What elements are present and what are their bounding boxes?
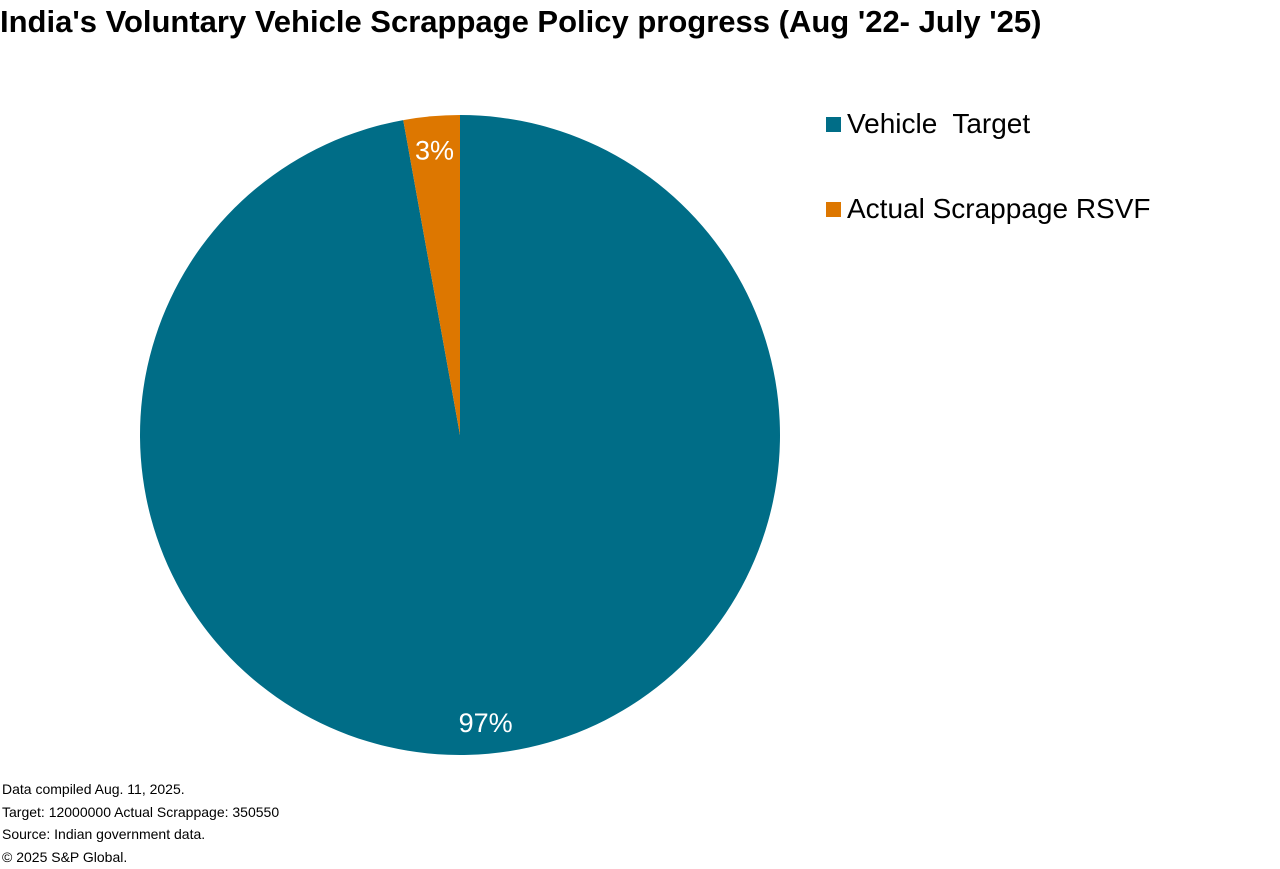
legend-item-actual-scrappage: Actual Scrappage RSVF <box>826 193 1151 225</box>
legend-item-vehicle-target: Vehicle Target <box>826 108 1030 140</box>
pie-slice-1 <box>403 115 460 435</box>
pie-slice-0 <box>140 115 780 756</box>
chart-title: India's Voluntary Vehicle Scrappage Poli… <box>0 4 1042 39</box>
footer-notes: Data compiled Aug. 11, 2025. Target: 120… <box>2 778 279 868</box>
legend-swatch <box>826 116 841 132</box>
data-label-0: 97% <box>459 708 513 738</box>
legend-swatch <box>826 201 841 217</box>
footer-values: Target: 12000000 Actual Scrappage: 35055… <box>2 803 280 820</box>
legend-label: Vehicle Target <box>847 108 1031 139</box>
legend-label: Actual Scrappage RSVF <box>847 193 1151 224</box>
footer-source: Source: Indian government data. <box>2 826 206 842</box>
footer-compiled: Data compiled Aug. 11, 2025. <box>2 781 185 797</box>
data-label-1: 3% <box>415 136 454 166</box>
footer-copyright: © 2025 S&P Global. <box>2 848 128 865</box>
